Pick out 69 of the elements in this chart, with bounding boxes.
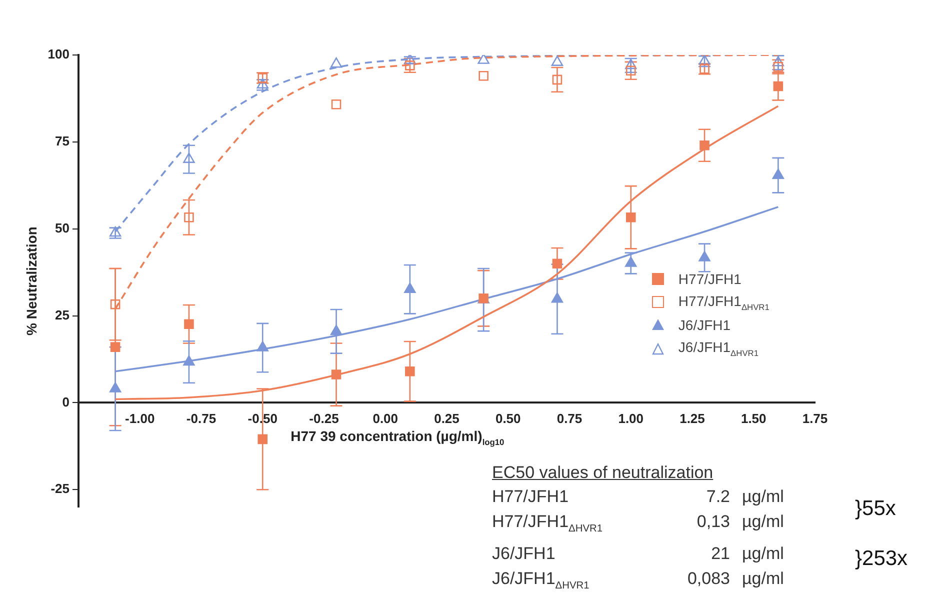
point — [331, 370, 342, 380]
point — [625, 58, 637, 70]
point — [330, 324, 342, 336]
point — [698, 251, 710, 262]
point — [551, 56, 564, 66]
point — [331, 99, 342, 110]
x-tick-label: -1.00 — [125, 411, 155, 426]
text: H77/JFH1$_{ΔHVR1}$ — [492, 511, 604, 536]
point — [258, 434, 268, 444]
y-axis-title: % Neutralization — [23, 226, 40, 336]
text: µg/ml — [742, 543, 785, 566]
point — [700, 140, 710, 150]
annotation: EC50 values of neutralization — [492, 463, 714, 483]
x-tick-label: 0.25 — [434, 411, 460, 426]
point — [478, 55, 490, 64]
point — [256, 341, 268, 352]
point — [405, 366, 415, 376]
point — [698, 55, 710, 65]
point — [404, 282, 416, 293]
legend-label: H77/JFH1 — [678, 270, 742, 287]
point — [551, 292, 564, 303]
text: J6/JFH1$_{ΔHVR1}$ — [492, 568, 590, 594]
x-tick-label: 0.50 — [495, 411, 521, 426]
annotation: H77/JFH1 — [492, 486, 570, 508]
text: 0,13 — [696, 511, 731, 533]
point — [405, 60, 415, 70]
text: µg/ml — [742, 568, 785, 590]
text: }55x — [855, 497, 896, 521]
text: }253x — [855, 547, 908, 571]
point — [625, 256, 637, 267]
point — [773, 81, 784, 92]
y-tick-label: 75 — [55, 134, 70, 148]
legend-label: H77/JFH1$_{ΔHVR1}$ — [678, 292, 770, 312]
x-axis-title: H77 39 concentration (µg/ml)$_{log10}$ — [290, 428, 504, 446]
x-tick-label: 1.50 — [740, 411, 766, 426]
point — [110, 342, 120, 352]
point — [772, 168, 784, 179]
y-tick-label: -25 — [50, 481, 70, 496]
y-tick-label: 50 — [55, 220, 70, 236]
point — [109, 382, 122, 392]
point — [183, 355, 195, 366]
x-tick-label: 0.00 — [372, 411, 398, 426]
annotation: µg/ml — [742, 486, 785, 508]
x-tick-label: 1.00 — [618, 411, 644, 426]
point — [184, 212, 194, 222]
x-tick-label: -0.25 — [309, 411, 339, 426]
x-tick-label: 0.75 — [556, 411, 582, 426]
point — [552, 258, 562, 269]
text: 21 — [710, 543, 731, 566]
point — [626, 212, 636, 222]
point — [110, 299, 120, 310]
text: J6/JFH1 — [492, 543, 556, 566]
legend-label: J6/JFH1$_{ΔHVR1}$ — [678, 338, 758, 358]
y-tick-label: 25 — [55, 307, 70, 322]
text: µg/ml — [742, 511, 785, 533]
point — [184, 319, 194, 330]
y-tick-label: 0 — [62, 394, 70, 410]
point — [772, 56, 784, 66]
x-tick-label: -0.75 — [186, 411, 216, 426]
y-tick-label: 100 — [48, 46, 70, 62]
text: 0,083 — [686, 568, 731, 590]
point — [478, 70, 488, 81]
point — [552, 74, 562, 85]
annotation: 7.2 — [705, 486, 731, 508]
x-tick-label: 1.75 — [802, 411, 828, 426]
point — [183, 152, 195, 163]
legend-label: J6/JFH1 — [678, 316, 731, 333]
point — [330, 57, 342, 68]
x-tick-label: 1.25 — [680, 411, 705, 426]
